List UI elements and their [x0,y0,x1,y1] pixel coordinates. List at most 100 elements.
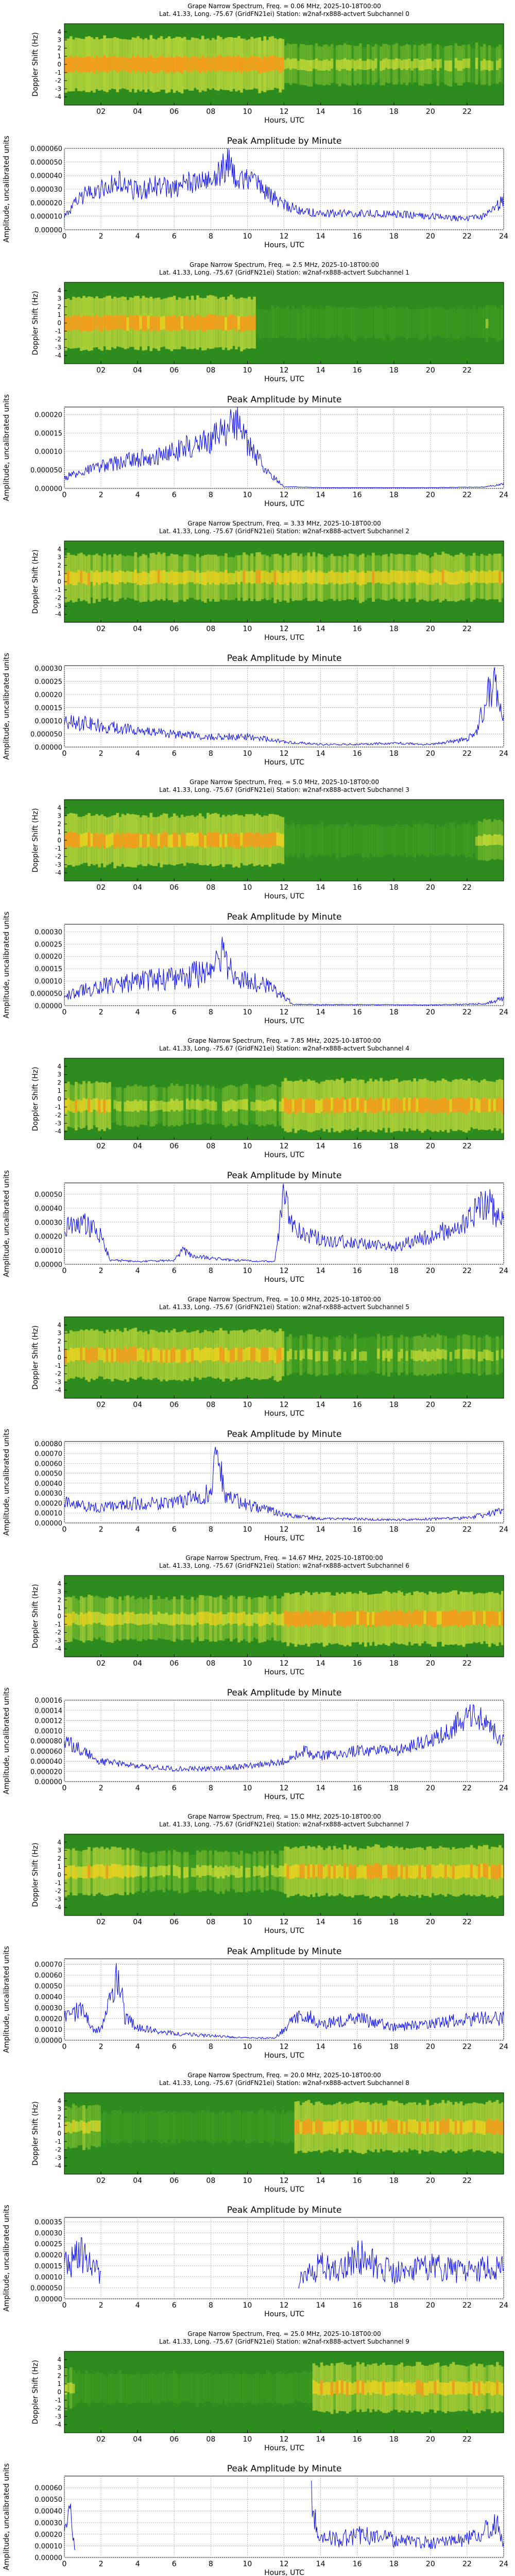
spectrogram-band-cell [444,824,448,855]
spectrogram-trace-cell [139,57,143,73]
spectrogram-band-cell [131,2375,135,2403]
spectrogram-trace-cell [372,570,375,584]
spectrogram-trace-cell [490,2120,494,2134]
spectrogram-trace-cell [299,1097,303,1111]
spectrogram-trace-cell [297,1098,300,1113]
spectrogram-band-cell [428,825,432,854]
spectrogram-trace-cell [498,1097,502,1111]
spectrogram-trace-cell [157,316,161,332]
spectrogram-trace-cell [67,316,70,330]
spectrogram-trace-cell [185,57,189,72]
spectrogram-trace-cell [188,317,192,331]
spectrogram-band-cell [462,822,466,855]
spectrogram-trace-cell [178,1349,181,1363]
spectrogram-trace-cell [400,1349,403,1359]
spectrogram-trace-cell [227,1612,230,1623]
spectrogram-trace-cell [266,1865,269,1876]
spectrogram-trace-cell [185,1614,189,1625]
amplitude-xtick-label: 10 [243,1526,252,1534]
spectrogram-trace-cell [178,834,181,848]
spectrogram-trace-cell [400,2121,403,2135]
spectrogram-band-cell [452,822,455,857]
spectrogram-band-cell [475,1338,478,1374]
spectrogram-xtick-label: 14 [316,1918,325,1926]
amplitude-xtick-label: 4 [135,2043,140,2051]
spectrogram-trace-cell [439,1349,442,1360]
spectrogram-band-cell [183,2110,186,2141]
spectrogram-trace-cell [413,2382,416,2395]
spectrogram-trace-cell [90,570,93,582]
spectrogram-panel: Grape Narrow Spectrum, Freq. = 15.0 MHz,… [31,1813,504,1935]
spectrogram-trace-cell [403,1613,406,1627]
spectrogram-trace-cell [286,1612,290,1627]
amplitude-ytick-label: 0.00060 [35,1972,62,1980]
spectrogram-trace-cell [340,1611,344,1626]
amplitude-xtick-label: 10 [243,750,252,758]
spectrogram-trace-cell [273,56,277,70]
spectrogram-trace-cell [188,58,192,73]
spectrogram-band-cell [268,1854,272,1890]
spectrogram-trace-cell [70,571,73,584]
spectrogram-trace-cell [258,1349,261,1363]
spectrogram-band-cell [219,2112,222,2143]
spectrogram-trace-cell [77,315,80,330]
spectrogram-trace-cell [377,1348,380,1359]
spectrogram-trace-cell [335,571,339,584]
spectrogram-trace-cell [400,60,403,71]
spectrogram-band-cell [286,306,290,337]
spectrogram-trace-cell [485,835,489,846]
spectrogram-trace-cell [315,1865,318,1877]
spectrogram-band-cell [392,1337,396,1371]
spectrogram-trace-cell [131,315,135,329]
spectrogram-band-cell [501,48,504,84]
amplitude-xtick-label: 10 [243,2301,252,2310]
spectrogram-trace-cell [196,1865,199,1876]
amplitude-ytick-label: 0.00020 [35,1500,62,1507]
spectrogram-xtick-label: 02 [96,1659,106,1668]
spectrogram-xtick-label: 20 [426,1401,435,1409]
spectrogram-band-cell [276,1086,280,1122]
spectrogram-band-cell [304,1337,308,1372]
spectrogram-trace-cell [227,315,230,331]
spectrogram-trace-cell [198,572,202,584]
spectrogram-band-cell [185,2374,189,2402]
amplitude-xtick-label: 20 [426,1526,435,1534]
spectrogram-trace-cell [335,1866,339,1879]
spectrogram-subtitle: Lat. 41.33, Long. -75.67 (GridFN21ei) St… [159,10,409,18]
spectrogram-trace-cell [203,1347,207,1361]
spectrogram-trace-cell [351,570,354,583]
spectrogram-trace-cell [428,573,432,585]
spectrogram-trace-cell [85,1866,88,1878]
spectrogram-trace-cell [328,571,331,583]
amplitude-title: Peak Amplitude by Minute [227,395,342,405]
amplitude-xtick-label: 12 [280,2560,289,2568]
spectrogram-trace-cell [307,1098,311,1113]
spectrogram-band-cell [374,824,377,856]
spectrogram-trace-cell [387,1098,390,1111]
spectrogram-trace-cell [452,1609,455,1625]
spectrogram-trace-cell [480,1612,484,1626]
amplitude-ytick-label: 0.00000 [35,1778,62,1786]
spectrogram-trace-cell [485,1349,489,1361]
amplitude-ylabel: Amplitude, uncalibrated units [3,1429,11,1536]
spectrogram-trace-cell [139,1347,143,1360]
spectrogram-trace-cell [335,1611,339,1625]
spectrogram-trace-cell [160,1349,163,1364]
spectrogram-trace-cell [353,2119,357,2133]
spectrogram-band-cell [279,2113,282,2143]
spectrogram-trace-cell [291,1865,295,1879]
spectrogram-trace-cell [70,2382,73,2394]
spectrogram-trace-cell [480,570,484,583]
spectrogram-trace-cell [457,1613,460,1628]
spectrogram-trace-cell [162,316,166,329]
spectrogram-trace-cell [217,55,220,71]
spectrogram-xtick-label: 02 [96,884,106,892]
spectrogram-ytick-label: 2 [57,1596,61,1603]
amplitude-xtick-label: 4 [135,1526,140,1534]
spectrogram-trace-cell [434,1612,437,1628]
spectrogram-trace-cell [431,2121,435,2134]
spectrogram-trace-cell [302,1099,305,1113]
spectrogram-trace-cell [243,316,246,331]
spectrogram-trace-cell [317,60,321,71]
